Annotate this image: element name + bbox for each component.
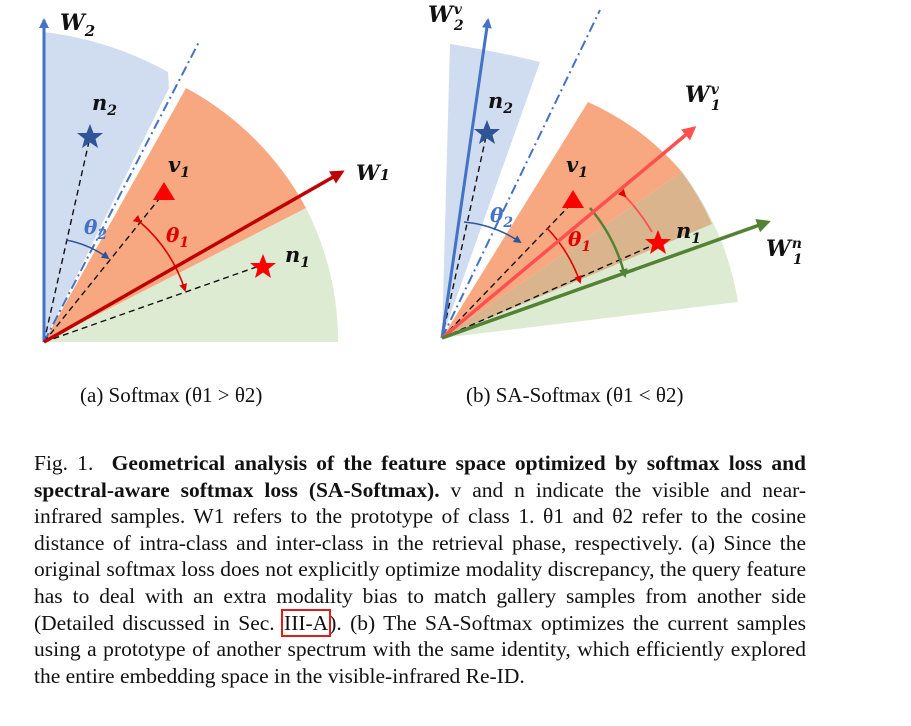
panel-a-caption: (a) Softmax (θ1 > θ2) — [80, 383, 263, 407]
svg-text:θ2: θ2 — [84, 215, 107, 243]
panel-a-w1-arrow — [43, 170, 345, 344]
panel-b-theta2-arc — [463, 221, 522, 244]
svg-text:Wv1: Wv 1 — [685, 82, 721, 114]
svg-text:n1: n1 — [676, 218, 701, 247]
caption-body: v and n indicate the visible and near-in… — [34, 477, 806, 635]
caption-bold: Geometrical analysis of the feature spac… — [34, 451, 806, 502]
panel-a-n1-star — [250, 254, 276, 278]
section-reference-link[interactable]: III-A — [281, 608, 332, 637]
svg-text:W1: W1 — [356, 160, 390, 185]
caption-prefix: Fig. 1. — [34, 451, 94, 475]
svg-text:θ2: θ2 — [490, 203, 513, 231]
panel-b-salmon-sector — [442, 102, 682, 338]
svg-text:θ1: θ1 — [568, 227, 591, 255]
svg-text:n2: n2 — [92, 90, 117, 119]
panel-b-caption: (b) SA-Softmax (θ1 < θ2) — [466, 383, 684, 407]
svg-text:v1: v1 — [566, 152, 588, 181]
panel-a-theta1-arc — [132, 215, 187, 292]
panel-a-n2-star — [77, 124, 103, 148]
panel-b-n2-star — [474, 120, 500, 144]
svg-text:θ1: θ1 — [166, 223, 189, 251]
panel-b-red-arc — [617, 188, 653, 233]
svg-text:v1: v1 — [168, 152, 190, 181]
panel-b-v1-triangle — [562, 190, 584, 208]
panel-a-v1-triangle — [153, 182, 175, 200]
panel-b-theta1-arc — [546, 227, 582, 284]
panel-b-boundary-line — [441, 9, 601, 339]
svg-text:n2: n2 — [488, 88, 513, 117]
panel-b-w1n-arrow — [441, 219, 771, 340]
figure-caption: Fig. 1. Geometrical analysis of the feat… — [34, 450, 806, 689]
panel-a-green-sector — [44, 208, 339, 342]
svg-text:Wn1: Wn 1 — [766, 236, 803, 268]
panel-b-blue-sector — [442, 44, 540, 338]
svg-text:n1: n1 — [285, 242, 310, 271]
panel-b-diagram: Wv 2 Wv 1 Wn 1 n2 v1 n1 θ2 θ1 — [428, 2, 803, 340]
figure-geometry: W2 W1 n2 v1 n1 θ2 θ1 Wv 2 Wv 1 — [39, 2, 803, 344]
panel-a-boundary-line — [43, 39, 201, 343]
panel-b-w1v-arrow — [440, 126, 697, 340]
panel-b-w2v-arrow — [440, 18, 492, 339]
panel-b-mixed-sector — [442, 172, 712, 338]
panel-b-n1-star — [645, 230, 671, 254]
panel-a-theta2-arc — [65, 239, 110, 260]
svg-text:Wv2: Wv 2 — [428, 2, 464, 34]
panel-a-salmon-sector — [44, 88, 306, 342]
panel-a-diagram: W2 W1 n2 v1 n1 θ2 θ1 — [39, 10, 390, 344]
svg-text:W2: W2 — [60, 10, 95, 40]
caption-body-end: ). (b) The SA-Softmax optimizes the curr… — [34, 610, 806, 688]
